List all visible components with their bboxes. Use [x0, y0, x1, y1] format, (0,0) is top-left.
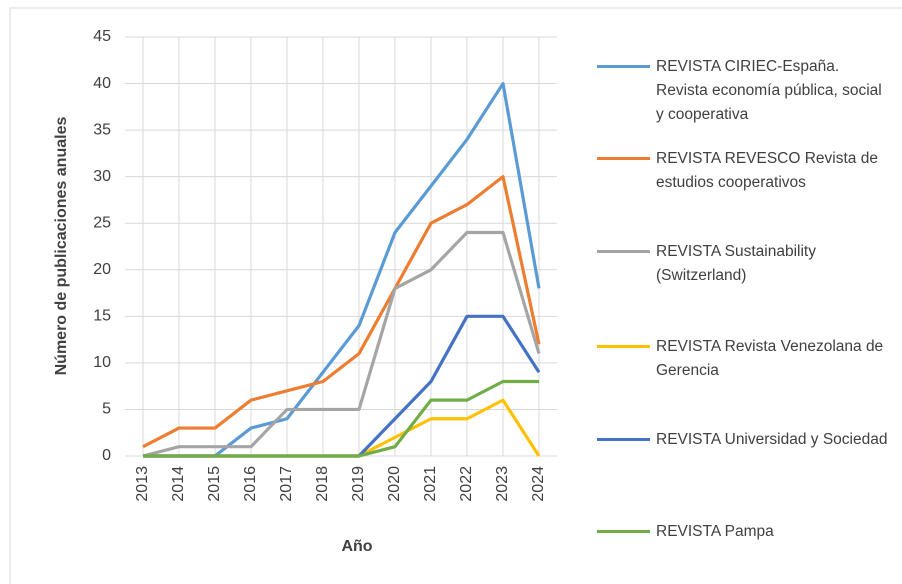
- series-line: [143, 314, 541, 458]
- series-line: [142, 175, 541, 449]
- legend-swatch: [597, 345, 650, 348]
- legend-entry: REVISTA Sustainability (Switzerland): [597, 240, 897, 288]
- legend-entry: REVISTA REVESCO Revista de estudios coop…: [597, 147, 897, 195]
- x-tick-label: 2021: [422, 466, 439, 502]
- x-tick-label: 2013: [134, 466, 151, 502]
- legend-entry: REVISTA Pampa: [597, 520, 897, 544]
- legend-swatch: [597, 438, 650, 441]
- x-tick-label: 2014: [170, 466, 187, 502]
- x-tick-label: 2015: [206, 466, 223, 502]
- y-tick-label: 15: [93, 308, 111, 325]
- legend-entry: REVISTA Revista Venezolana de Gerencia: [597, 335, 897, 383]
- y-axis-title: Número de publicaciones anuales: [53, 117, 70, 376]
- legend-label: REVISTA Revista Venezolana de Gerencia: [656, 338, 884, 379]
- series-line: [142, 230, 541, 458]
- legend-label: REVISTA CIRIEC-España. Revista economía …: [656, 58, 882, 123]
- x-tick-label: 2024: [530, 466, 547, 502]
- legend-entry: REVISTA Universidad y Sociedad: [597, 428, 897, 452]
- legend-label: REVISTA Universidad y Sociedad: [656, 431, 888, 448]
- x-tick-label: 2018: [314, 466, 331, 502]
- x-tick-label: 2019: [350, 466, 367, 502]
- y-tick-label: 35: [93, 121, 111, 138]
- y-tick-label: 5: [102, 401, 111, 418]
- y-tick-label: 40: [93, 75, 111, 92]
- legend-label: REVISTA Sustainability (Switzerland): [656, 243, 816, 284]
- y-tick-label: 45: [93, 28, 111, 45]
- y-tick-label: 30: [93, 168, 111, 185]
- series-line: [143, 379, 539, 458]
- legend-swatch: [597, 530, 650, 533]
- x-tick-label: 2017: [278, 466, 295, 502]
- legend-swatch: [597, 157, 650, 160]
- y-tick-label: 20: [93, 261, 111, 278]
- x-tick-label: 2023: [494, 466, 511, 502]
- y-tick-label: 25: [93, 214, 111, 231]
- y-tick-label: 0: [102, 447, 111, 464]
- legend-swatch: [597, 65, 650, 68]
- x-tick-label: 2016: [242, 466, 259, 502]
- legend-label: REVISTA REVESCO Revista de estudios coop…: [656, 150, 878, 191]
- x-tick-label: 2020: [386, 466, 403, 502]
- x-axis-title: Año: [341, 538, 372, 555]
- x-tick-label: 2022: [458, 466, 475, 502]
- chart-frame: [9, 7, 902, 584]
- y-tick-label: 10: [93, 354, 111, 371]
- legend-label: REVISTA Pampa: [656, 523, 774, 540]
- legend-entry: REVISTA CIRIEC-España. Revista economía …: [597, 55, 897, 127]
- legend-swatch: [597, 250, 650, 253]
